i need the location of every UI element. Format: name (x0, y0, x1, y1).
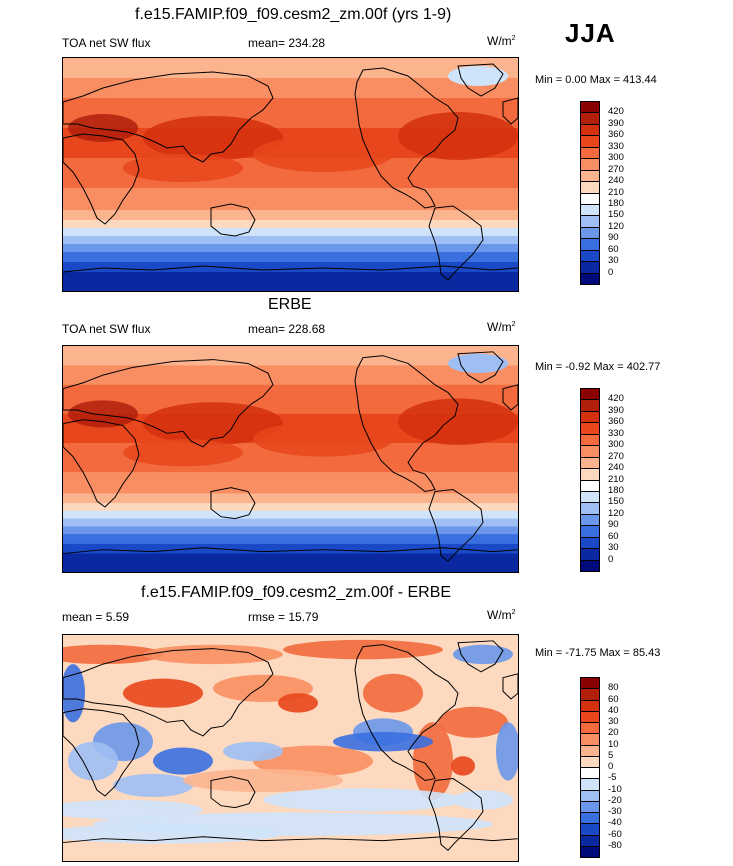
panel1-colorbar: 420 390 360 330 300 270 240 210 180 150 120 90 60 30 0 (580, 101, 640, 285)
colorbar-tick-label: 60 (608, 693, 619, 705)
colorbar-tick-label: -60 (608, 828, 622, 840)
panel1-units: W/m2 (487, 34, 516, 48)
colorbar-tick-label: 420 (608, 106, 624, 118)
colorbar-tick-label: 20 (608, 727, 619, 739)
panel3-colorbar: 80 60 40 30 20 10 5 0 -5 -10 -20 -30 -40 -60 -80 (580, 677, 640, 858)
colorbar-tick-label: 390 (608, 117, 624, 129)
colorbar-tick-label: -20 (608, 794, 622, 806)
colorbar-tick-label: 360 (608, 416, 624, 428)
panel3-minmax: Min = -71.75 Max = 85.43 (535, 647, 661, 659)
panel2-left-label: TOA net SW flux (62, 322, 151, 336)
colorbar-tick-label: 300 (608, 439, 624, 451)
colorbar-tick-label: 120 (608, 220, 624, 232)
colorbar-tick-label: 150 (608, 209, 624, 221)
colorbar-swatch (580, 845, 600, 858)
panel3-units: W/m2 (487, 608, 516, 622)
colorbar-tick-label: 90 (608, 519, 619, 531)
colorbar-tick-label: 0 (608, 553, 614, 565)
season-label: JJA (565, 18, 616, 48)
panel1-left-label: TOA net SW flux (62, 36, 151, 50)
colorbar-tick-label: -40 (608, 817, 622, 829)
colorbar-tick-label: 330 (608, 427, 624, 439)
colorbar-tick-label: 240 (608, 175, 624, 187)
panel3-mean-label: mean = 5.59 (62, 610, 130, 624)
colorbar-tick-label: 420 (608, 393, 624, 405)
panel2-mean-label: mean= 228.68 (248, 322, 326, 336)
panel2-units: W/m2 (487, 320, 516, 334)
panel2-title: ERBE (268, 296, 312, 313)
panel1-minmax: Min = 0.00 Max = 413.44 (535, 74, 657, 86)
colorbar-tick-label: 80 (608, 682, 619, 694)
colorbar-tick-label: 5 (608, 749, 614, 761)
colorbar-tick-label: -80 (608, 839, 622, 851)
colorbar-tick-label: -30 (608, 806, 622, 817)
colorbar-tick-label: 210 (608, 186, 624, 198)
colorbar-tick-label: 240 (608, 462, 624, 474)
colorbar-tick-label: 150 (608, 496, 624, 508)
colorbar-tick-label: 30 (608, 716, 619, 727)
panel3-title: f.e15.FAMIP.f09_f09.cesm2_zm.00f - ERBE (141, 584, 452, 601)
colorbar-tick-label: 60 (608, 243, 619, 255)
panel2-colorbar: 420 390 360 330 300 270 240 210 180 150 120 90 60 30 0 (580, 388, 640, 572)
panel1-mean-label: mean= 234.28 (248, 36, 326, 50)
colorbar-tick-label: 90 (608, 232, 619, 244)
colorbar-swatch (580, 559, 600, 572)
colorbar-tick-label: 0 (608, 761, 614, 772)
colorbar-tick-label: 10 (608, 738, 619, 750)
colorbar-tick-label: 330 (608, 140, 624, 152)
colorbar-tick-label: 270 (608, 163, 624, 175)
colorbar-tick-label: -10 (608, 783, 622, 795)
colorbar-tick-label: 30 (608, 542, 619, 554)
colorbar-tick-label: 210 (608, 473, 624, 485)
panel1-map (62, 57, 519, 292)
colorbar-tick-label: 390 (608, 404, 624, 416)
colorbar-tick-label: 30 (608, 255, 619, 267)
colorbar-tick-label: -5 (608, 772, 617, 784)
colorbar-tick-label: 180 (608, 484, 624, 496)
colorbar-tick-label: 40 (608, 704, 619, 716)
colorbar-tick-label: 120 (608, 507, 624, 519)
colorbar-tick-label: 60 (608, 530, 619, 542)
panel1-title: f.e15.FAMIP.f09_f09.cesm2_zm.00f (yrs 1-… (135, 6, 452, 23)
panel2-map (62, 345, 519, 573)
colorbar-tick-label: 270 (608, 450, 624, 462)
colorbar-tick-label: 180 (608, 197, 624, 209)
colorbar-tick-label: 0 (608, 266, 614, 278)
panel3-rmse-label: rmse = 15.79 (248, 610, 319, 624)
panel2-minmax: Min = -0.92 Max = 402.77 (535, 361, 661, 373)
colorbar-tick-label: 300 (608, 152, 624, 164)
colorbar-swatch (580, 272, 600, 285)
panel3-map (62, 634, 519, 862)
colorbar-tick-label: 360 (608, 129, 624, 141)
